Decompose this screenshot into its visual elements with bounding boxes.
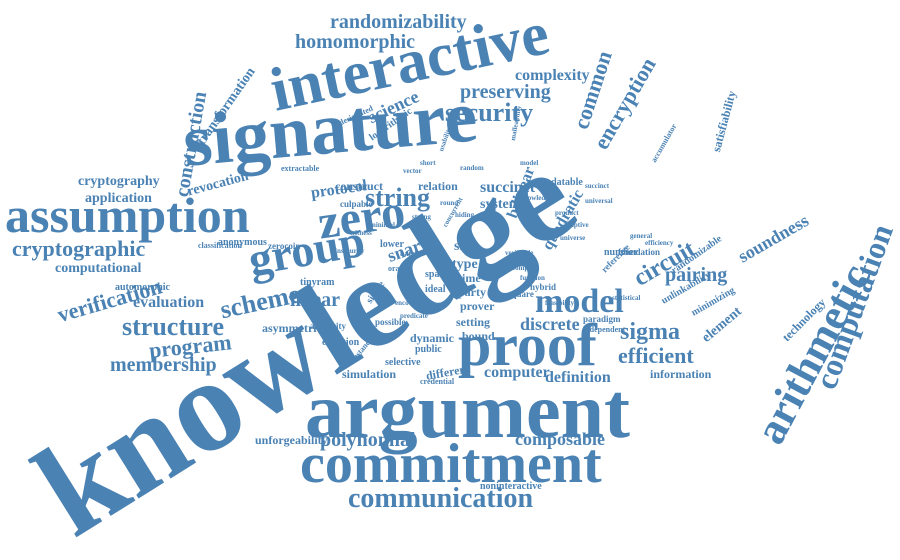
cloud-word-paradigm: paradigm xyxy=(583,314,621,324)
cloud-word-anonymous: anonymous xyxy=(218,237,267,248)
cloud-word-relation: relation xyxy=(418,179,458,193)
cloud-word-bound: bound xyxy=(462,329,495,343)
cloud-word-classification: classification xyxy=(198,241,242,250)
cloud-word-credential: credential xyxy=(420,377,455,386)
cloud-word-time: time xyxy=(458,271,481,285)
cloud-word-span: span xyxy=(425,269,446,280)
cloud-word-zerocoin: zerocoin xyxy=(268,241,301,251)
cloud-word-strong: strong xyxy=(412,213,431,221)
cloud-word-universe: universe xyxy=(560,234,586,242)
cloud-word-prover: prover xyxy=(460,299,495,313)
cloud-word-predicate: predicate xyxy=(400,312,428,320)
cloud-word-evaluation: evaluation xyxy=(133,294,205,311)
cloud-word-setting: setting xyxy=(456,315,490,329)
cloud-word-universal: universal xyxy=(585,197,613,205)
cloud-word-satisfiability: satisfiability xyxy=(709,89,739,154)
cloud-word-round: round xyxy=(440,199,459,207)
cloud-word-membership: membership xyxy=(110,354,217,376)
cloud-word-random: random xyxy=(460,164,484,172)
cloud-word-preserving: preserving xyxy=(460,81,551,103)
cloud-word-insecurity: insecurity xyxy=(335,247,365,255)
cloud-word-assumption: assumption xyxy=(5,187,250,243)
cloud-word-knowledge: knowledge xyxy=(520,194,552,202)
cloud-word-number: number xyxy=(604,247,638,258)
cloud-word-equation: equation xyxy=(322,337,360,348)
cloud-word-short: short xyxy=(420,159,436,167)
cloud-word-commitment: commitment xyxy=(300,433,602,495)
cloud-word-hiding: hiding xyxy=(455,211,475,219)
cloud-word-ideal: ideal xyxy=(425,284,446,295)
cloud-word-application: application xyxy=(85,191,152,206)
cloud-word-succinct: succinct xyxy=(480,179,536,196)
cloud-word-homomorphic: homomorphic xyxy=(295,31,415,53)
cloud-word-function: function xyxy=(520,274,545,282)
cloud-word-simulation: simulation xyxy=(342,367,397,381)
cloud-word-lower: lower xyxy=(380,239,404,250)
cloud-word-product: product xyxy=(555,209,579,217)
cloud-word-minimal: minimal xyxy=(370,221,395,229)
cloud-word-randomizability: randomizability xyxy=(330,11,467,33)
cloud-word-cryptographic: cryptographic xyxy=(12,236,146,261)
cloud-word-adaptive: adaptive xyxy=(563,221,589,229)
cloud-word-encoding: encoding xyxy=(395,299,422,307)
cloud-word-unforgeability: unforgeability xyxy=(255,433,328,447)
cloud-word-linear: linear xyxy=(290,289,340,311)
cloud-word-succinct: succinct xyxy=(585,182,610,190)
cloud-word-composable: composable xyxy=(515,429,605,449)
cloud-word-model: model xyxy=(520,159,539,167)
cloud-word-square: square xyxy=(508,289,534,299)
cloud-word-public: public xyxy=(415,344,442,355)
cloud-word-oracle: oracle xyxy=(388,264,409,273)
cloud-word-asymmetric: asymmetric xyxy=(262,321,322,335)
cloud-word-complexity: complexity xyxy=(515,67,590,84)
cloud-word-cryptography: cryptography xyxy=(78,174,160,189)
cloud-word-automorphic: automorphic xyxy=(115,282,170,293)
cloud-word-vector: vector xyxy=(403,167,422,175)
cloud-word-computer: computer xyxy=(484,364,550,381)
cloud-word-accumulator: accumulator xyxy=(649,122,679,164)
cloud-word-culpable: culpable xyxy=(340,199,373,209)
cloud-word-structure: structure xyxy=(122,312,225,341)
cloud-word-proof: proof xyxy=(458,312,597,378)
cloud-word-string: string xyxy=(365,183,430,212)
cloud-word-party: party xyxy=(458,285,486,299)
cloud-word-security: security xyxy=(445,98,534,127)
cloud-word-definition: definition xyxy=(545,369,611,386)
cloud-word-type: type xyxy=(452,257,478,272)
cloud-word-communication: communication xyxy=(348,483,534,514)
cloud-word-general: general xyxy=(630,232,653,240)
cloud-word-size: size xyxy=(454,239,476,254)
cloud-word-verifiable: verifiable xyxy=(505,249,534,257)
cloud-word-statistical: statistical xyxy=(612,294,641,302)
cloud-word-argument: argument xyxy=(305,367,630,454)
cloud-word-updatable: updatable xyxy=(540,177,583,188)
cloud-word-tinyram: tinyram xyxy=(300,277,335,288)
cloud-word-dynamic: dynamic xyxy=(410,331,455,345)
cloud-word-computational: computational xyxy=(55,261,142,276)
cloud-word-efficiency: efficiency xyxy=(645,239,674,247)
cloud-word-independent: independent xyxy=(583,325,626,334)
cloud-word-polynomial: polynomial xyxy=(320,429,416,451)
cloud-word-feasibility: feasibility xyxy=(545,299,575,307)
cloud-word-foundation: foundation xyxy=(618,247,661,257)
cloud-word-discrete: discrete xyxy=(520,314,580,334)
cloud-word-system: system xyxy=(480,197,521,212)
cloud-word-construct: construct xyxy=(335,179,383,193)
cloud-word-possible: possible xyxy=(375,317,406,327)
cloud-word-sigma: sigma xyxy=(620,319,680,345)
cloud-word-information: information xyxy=(650,367,712,381)
cloud-word-pairing: pairing xyxy=(665,264,728,286)
cloud-word-witness: witness xyxy=(350,229,372,237)
cloud-word-model: model xyxy=(535,283,624,320)
cloud-word-soundness: soundness xyxy=(734,210,813,267)
cloud-word-extractable: extractable xyxy=(281,164,320,173)
cloud-word-authority: authority xyxy=(310,321,346,331)
cloud-word-noninteractive: noninteractive xyxy=(480,481,542,492)
cloud-word-selective: selective xyxy=(385,357,421,368)
cloud-word-efficient: efficient xyxy=(618,343,694,368)
cloud-word-batch: batch xyxy=(400,249,420,258)
cloud-word-hybrid: hybrid xyxy=(530,282,557,292)
cloud-word-compiler: compiler xyxy=(512,264,539,272)
